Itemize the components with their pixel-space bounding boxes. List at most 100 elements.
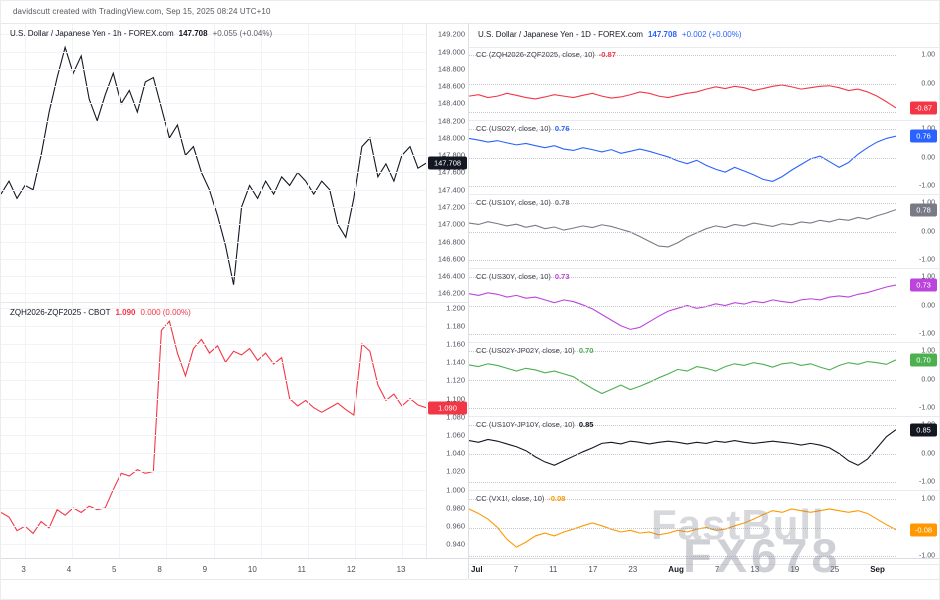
axis-tick-label: 0.00 — [921, 302, 935, 309]
indicator-value: 0.78 — [554, 198, 570, 207]
time-tick-label: 13 — [750, 564, 760, 574]
axis-tick-label: 1.200 — [446, 303, 465, 313]
axis-tick-label: 147.400 — [437, 185, 465, 195]
cc-chart-area[interactable] — [469, 491, 896, 564]
axis-tick-label: -1.00 — [919, 256, 935, 264]
cc-chart-area[interactable] — [469, 47, 896, 120]
indicator-value: -0.87 — [598, 50, 616, 59]
gridline — [71, 24, 73, 302]
indicator-legend[interactable]: CC (US30Y, close, 10) 0.73 — [476, 272, 570, 281]
indicator-value: -0.08 — [548, 494, 566, 503]
cc-value-axis[interactable]: -0.08 1.000.00-1.00 — [896, 491, 939, 564]
indicator-value: 0.73 — [554, 272, 570, 281]
zq-price-axis[interactable]: 1.090 1.200 1.180 1.160 1.140 1.120 1.100 1.08… — [426, 303, 468, 558]
cc-value-badge: 0.76 — [910, 129, 937, 143]
fastbull-watermark: FastBull — [651, 501, 825, 548]
time-tick-label: 5 — [112, 564, 117, 574]
indicator-legend[interactable]: CC (VX1!, close, 10) -0.08 — [476, 494, 565, 503]
cc-value-axis[interactable]: 0.85 1.000.00-1.00 — [896, 417, 939, 490]
axis-tick-label: 1.00 — [921, 347, 935, 355]
time-tick-label: 17 — [588, 564, 598, 574]
gridline — [260, 303, 262, 558]
cc-value-axis[interactable]: 0.73 1.00 0.00 -1.00 — [896, 269, 939, 342]
zq-last-price-badge: 1.090 — [428, 401, 467, 415]
axis-tick-label: 1.020 — [446, 466, 465, 476]
indicator-legend[interactable]: CC (US10Y-JP10Y, close, 10) 0.85 — [476, 420, 593, 429]
left-time-axis[interactable]: 3 4 5 8 9 10 11 12 13 — [1, 558, 468, 580]
cc-value-axis[interactable]: -0.87 1.000.00-1.00 — [896, 47, 939, 120]
gridline — [71, 303, 73, 558]
axis-tick-label: 1.100 — [446, 394, 465, 404]
zq-spread-chart-area[interactable] — [1, 303, 426, 558]
gridline — [469, 203, 896, 205]
time-tick-label: 11 — [297, 564, 306, 574]
indicator-legend[interactable]: CC (US02Y, close, 10) 0.76 — [476, 124, 570, 133]
fx678-watermark: FX678 — [683, 529, 842, 582]
axis-tick-label: -1.00 — [919, 182, 935, 190]
indicator-legend[interactable]: CC (US10Y, close, 10) 0.78 — [476, 198, 570, 207]
gridline — [119, 24, 121, 302]
axis-tick-label: 147.800 — [437, 150, 465, 160]
cc-chart-area[interactable] — [469, 269, 896, 342]
indicator-legend[interactable]: CC (US02Y-JP02Y, close, 10) 0.70 — [476, 346, 593, 355]
axis-tick-label: 148.600 — [437, 81, 465, 91]
axis-tick-label: 0.940 — [446, 539, 465, 549]
indicator-legend[interactable]: CC (ZQH2026-ZQF2025, close, 10) -0.87 — [476, 50, 616, 59]
usdjpy-1h-legend[interactable]: U.S. Dollar / Japanese Yen - 1h - FOREX.… — [10, 29, 272, 38]
gridline — [24, 24, 26, 302]
gridline — [469, 499, 896, 501]
cc-pane-vx1: CC (VX1!, close, 10) -0.08 -0.08 1.000.0… — [469, 491, 939, 565]
time-tick-label: 19 — [790, 564, 800, 574]
indicator-value: 0.70 — [578, 346, 594, 355]
cc-chart-area[interactable] — [469, 417, 896, 490]
usdjpy-1d-legend[interactable]: U.S. Dollar / Japanese Yen - 1D - FOREX.… — [478, 30, 742, 39]
cc-value-badge: -0.87 — [910, 101, 937, 115]
gridline — [469, 351, 896, 353]
gridline — [260, 24, 262, 302]
usdjpy-1d-header: U.S. Dollar / Japanese Yen - 1D - FOREX.… — [469, 24, 939, 48]
cc-line — [469, 195, 896, 268]
cc-pane-us10y: CC (US10Y, close, 10) 0.78 0.78 1.000.00… — [469, 195, 939, 269]
symbol-title[interactable]: U.S. Dollar / Japanese Yen - 1D - FOREX.… — [478, 30, 643, 39]
gridline — [469, 129, 896, 131]
cc-value-axis[interactable]: 0.70 1.00 0.00 -1.00 — [896, 343, 939, 416]
cc-line — [469, 417, 896, 490]
gridline — [469, 453, 896, 455]
gridline — [469, 111, 896, 113]
attribution-text: davidscutt created with TradingView.com,… — [13, 7, 271, 16]
axis-tick-label: 1.180 — [446, 321, 465, 331]
gridline — [469, 481, 896, 483]
right-time-axis[interactable]: Jul 7 11 17 23 Aug 7 13 19 25 Sep — [469, 558, 939, 580]
usdjpy-price-axis[interactable]: 147.708 149.200 149.000 148.800 148.600 148.… — [426, 24, 468, 302]
cc-line — [469, 121, 896, 194]
gridline — [402, 303, 404, 558]
gridline — [469, 527, 896, 529]
cc-chart-area[interactable] — [469, 121, 896, 194]
axis-tick-label: 148.200 — [437, 116, 465, 126]
symbol-title[interactable]: U.S. Dollar / Japanese Yen - 1h - FOREX.… — [10, 29, 174, 38]
axis-tick-label: 149.000 — [437, 47, 465, 57]
cc-chart-area[interactable] — [469, 195, 896, 268]
cc-value-axis[interactable]: 0.78 1.000.00-1.00 — [896, 195, 939, 268]
usdjpy-1h-chart-area[interactable] — [1, 24, 426, 302]
price-change: 0.000 (0.00%) — [140, 308, 191, 317]
cc-value-badge: 0.73 — [910, 278, 937, 292]
cc-pane-us02y: CC (US02Y, close, 10) 0.76 0.76 1.00 0.00… — [469, 121, 939, 195]
time-tick-label: Aug — [668, 564, 684, 574]
gridline — [166, 303, 168, 558]
symbol-title[interactable]: ZQH2026-ZQF2025 - CBOT — [10, 308, 111, 317]
axis-tick-label: 1.160 — [446, 339, 465, 349]
gridline — [469, 185, 896, 187]
zq-spread-legend[interactable]: ZQH2026-ZQF2025 - CBOT 1.090 0.000 (0.00… — [10, 308, 191, 317]
cc-chart-area[interactable] — [469, 343, 896, 416]
cc-value-axis[interactable]: 0.76 1.00 0.00 -1.00 — [896, 121, 939, 194]
time-tick-label: 25 — [830, 564, 840, 574]
cc-panes-container: CC (ZQH2026-ZQF2025, close, 10) -0.87 -0… — [469, 47, 939, 565]
last-price: 147.708 — [178, 29, 208, 38]
time-tick-label: 7 — [714, 564, 720, 574]
cc-pane-us10y-jp10y: CC (US10Y-JP10Y, close, 10) 0.85 0.85 1.… — [469, 417, 939, 491]
axis-tick-label: 1.00 — [921, 51, 935, 59]
gridline — [355, 303, 357, 558]
axis-tick-label: 0.00 — [921, 376, 935, 383]
cc-pane-us30y: CC (US30Y, close, 10) 0.73 0.73 1.00 0.00… — [469, 269, 939, 343]
